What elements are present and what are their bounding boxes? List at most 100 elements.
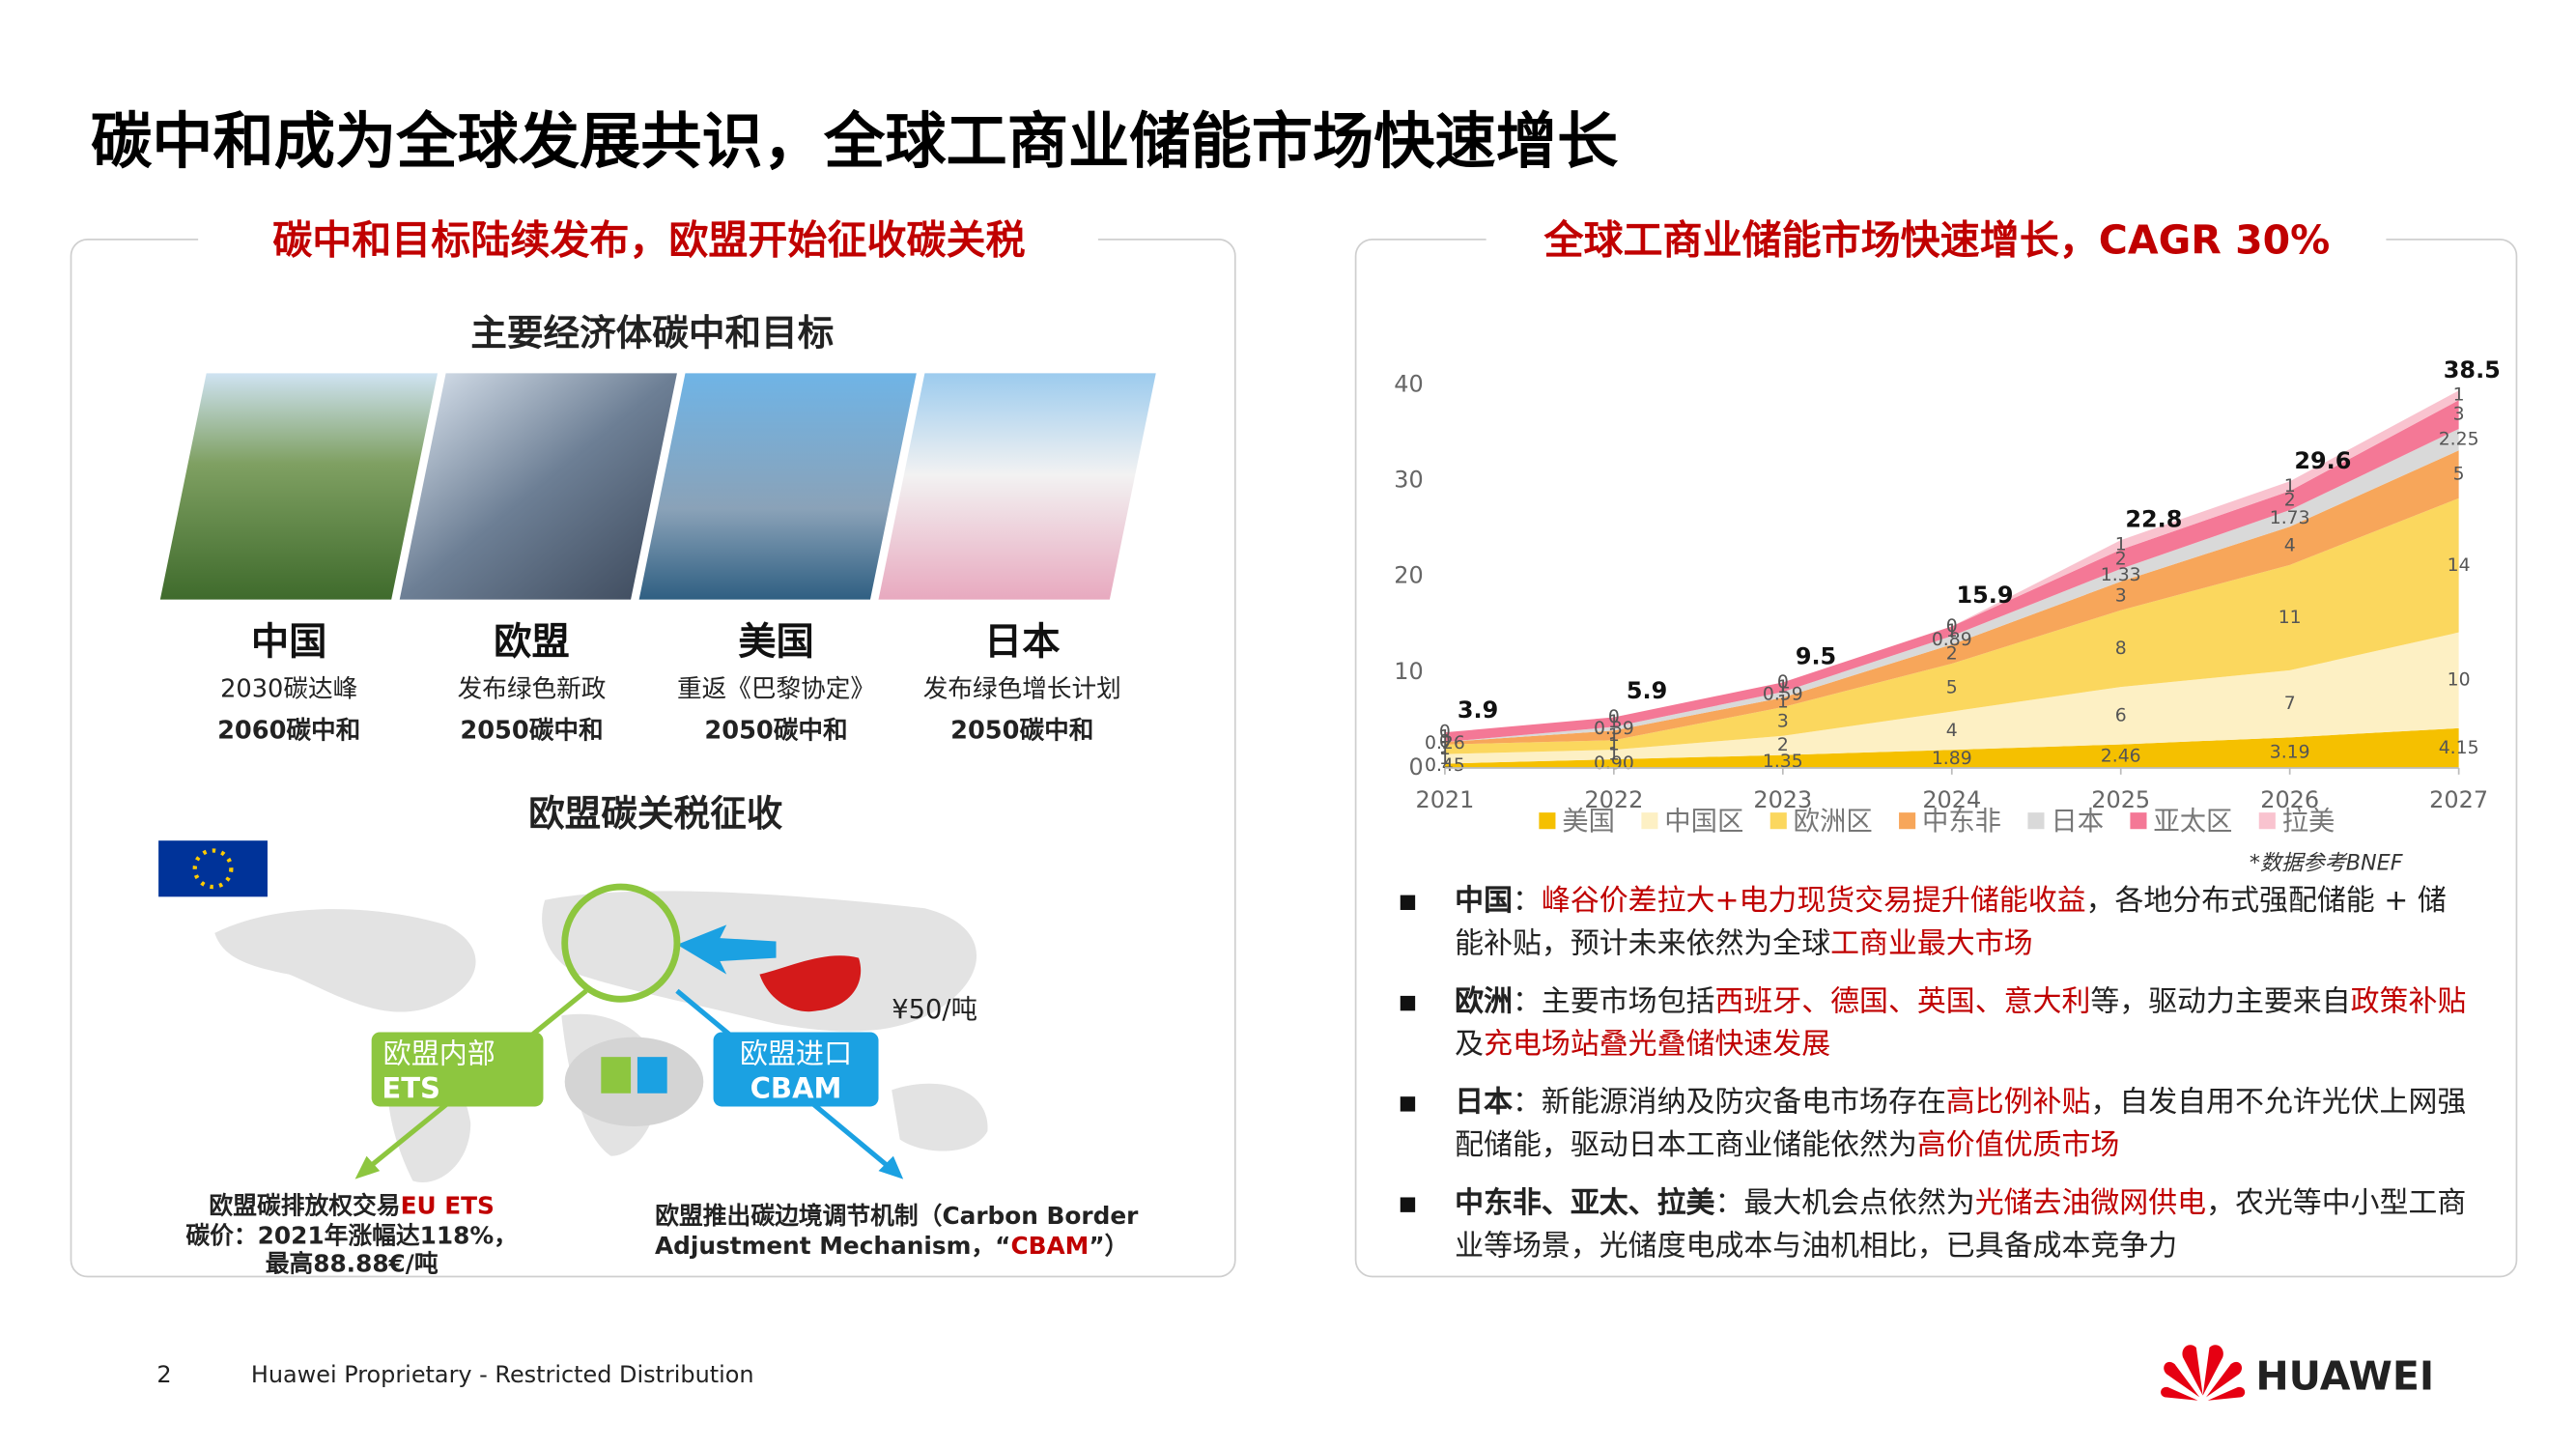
data-label: 2 [1946, 644, 1958, 665]
economy-goal: 重返《巴黎协定》 [677, 675, 875, 704]
x-tick-label: 2024 [1922, 786, 1981, 813]
photo-japan [878, 373, 1156, 600]
legend-swatch [1899, 812, 1916, 830]
carbon-price: ¥50/吨 [892, 995, 977, 1025]
total-label: 9.5 [1796, 642, 1836, 669]
data-label: 1 [1946, 621, 1958, 641]
bullet-text: 高比例补贴 [1945, 1086, 2091, 1121]
note-highlight: EU ETS [401, 1192, 495, 1220]
ets-note: 欧盟碳排放权交易EU ETS [209, 1192, 494, 1220]
data-label: 4 [1946, 721, 1958, 741]
data-label: 1 [1439, 739, 1451, 759]
legend-swatch [1769, 812, 1787, 830]
y-tick-label: 0 [1408, 753, 1423, 781]
bullet-label: 中东非、亚太、拉美 [1455, 1187, 1715, 1221]
area [1444, 727, 2459, 768]
total-label: 5.9 [1627, 677, 1667, 704]
import-arrow [676, 924, 777, 975]
bullet: 欧洲：主要市场包括西班牙、德国、英国、意大利等，驱动力主要来自政策补贴及充电场站… [1400, 981, 2474, 1067]
bullet-text: ，自发自用不允许光伏上网强配储能，驱动日本工商业储能依然为 [1455, 1086, 2467, 1163]
data-label: 2 [2115, 549, 2127, 569]
data-label: 3 [2453, 405, 2465, 425]
total-label: 38.5 [2444, 356, 2501, 384]
photo-china [159, 373, 439, 600]
x-tick-label: 2027 [2429, 786, 2488, 813]
data-label: 1 [1608, 735, 1620, 755]
note-highlight: CBAM [1010, 1232, 1089, 1260]
economy-goal: 2050碳中和 [460, 716, 603, 745]
section-title: 欧盟碳关税征收 [528, 792, 783, 835]
legend-label: 中国区 [1664, 807, 1743, 837]
arrowhead [354, 1155, 381, 1179]
bullet-label: 日本 [1455, 1086, 1514, 1121]
data-label: 4 [2284, 536, 2296, 556]
ets-label: 欧盟内部 [383, 1037, 495, 1069]
legend-label: 日本 [2051, 807, 2104, 837]
note-text: ”） [1089, 1232, 1128, 1260]
eu-circle [561, 883, 681, 1003]
data-label: 1 [1439, 749, 1451, 769]
bullet-text: ：最大机会点依然为 [1714, 1187, 1975, 1221]
slide-title: 碳中和成为全球发展共识，全球工商业储能市场快速增长 [91, 105, 1619, 177]
china-shape [759, 955, 862, 1012]
cbam-note: Adjustment Mechanism，“CBAM”） [655, 1232, 1128, 1260]
data-label: 6 [2115, 705, 2127, 725]
bullet-text: 西班牙、德国、英国、意大利 [1714, 985, 2091, 1019]
page-number: 2 [156, 1361, 171, 1388]
data-label: 7 [2284, 694, 2296, 714]
total-label: 22.8 [2125, 506, 2182, 533]
y-tick-label: 30 [1394, 466, 1423, 493]
cbam-label: CBAM [750, 1071, 842, 1104]
data-label: 0.39 [1594, 719, 1634, 739]
legend-swatch [1641, 812, 1658, 830]
legend-label: 美国 [1562, 807, 1615, 837]
data-label: 2.25 [2439, 430, 2479, 450]
bullet: 中东非、亚太、拉美：最大机会点依然为光储去油微网供电，农光等中小型工商业等场景，… [1400, 1182, 2474, 1268]
x-tick-label: 2023 [1753, 786, 1812, 813]
right-heading: 全球工商业储能市场快速增长，CAGR 30% [1543, 216, 2331, 263]
legend-swatch [1539, 812, 1556, 830]
brand: HUAWEI [2255, 1353, 2434, 1400]
economy-goal: 发布绿色增长计划 [923, 675, 1121, 704]
y-tick-label: 40 [1394, 370, 1423, 397]
bullet-text: 高价值优质市场 [1916, 1129, 2120, 1163]
total-label: 3.9 [1458, 696, 1498, 724]
bullet-text: 峰谷价差拉大+电力现货交易提升储能收益 [1541, 885, 2086, 919]
note-text: Adjustment Mechanism，“ [655, 1232, 1010, 1260]
heading-bg [198, 214, 1098, 268]
area [1444, 497, 2459, 754]
data-label: 14 [2448, 555, 2471, 576]
data-label: 2 [2284, 491, 2296, 511]
data-label: 5 [2453, 465, 2465, 485]
data-label: 0 [1439, 732, 1451, 753]
bullet-text: ，各地分布式强配储能 + 储能补贴，预计未来依然为全球 [1455, 885, 2447, 961]
ets-note: 碳价：2021年涨幅达118%， [185, 1222, 518, 1250]
data-label: 1 [1777, 693, 1789, 713]
economy-name: 日本 [984, 620, 1061, 664]
x-tick-label: 2022 [1584, 786, 1643, 813]
data-label: 0.45 [1425, 755, 1465, 776]
legend-swatch [2258, 812, 2276, 830]
data-label: 8 [2115, 639, 2127, 659]
cbam-label: 欧盟进口 [740, 1037, 852, 1069]
economy-name: 欧盟 [494, 620, 570, 664]
bullet-label: 欧洲 [1455, 985, 1514, 1019]
data-label: 1.33 [2101, 565, 2141, 585]
puzzle-piece [601, 1057, 632, 1094]
data-label: 3 [2115, 585, 2127, 606]
heading-bg [1486, 214, 2387, 268]
data-label: 1 [1439, 727, 1451, 748]
bullet-text: 充电场站叠光叠储快速发展 [1484, 1029, 1831, 1063]
section-title: 主要经济体碳中和目标 [470, 312, 834, 355]
economy-goal: 2050碳中和 [704, 716, 847, 745]
legend-swatch [2027, 812, 2045, 830]
data-label: 2 [1777, 735, 1789, 755]
bullet-text: ，农光等中小型工商业等场景，光储度电成本与油机相比，已具备成本竞争力 [1455, 1187, 2467, 1264]
ets-label: ETS [382, 1071, 440, 1104]
legend-label: 欧洲区 [1794, 807, 1873, 837]
data-label: 3 [1777, 711, 1789, 731]
huawei-logo [2161, 1345, 2246, 1401]
area [1444, 632, 2459, 764]
